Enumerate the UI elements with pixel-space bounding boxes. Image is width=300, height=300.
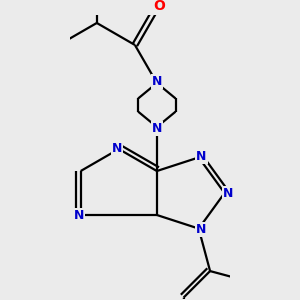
- Text: N: N: [74, 209, 84, 222]
- Text: N: N: [196, 150, 207, 163]
- Text: N: N: [152, 75, 162, 88]
- Text: N: N: [112, 142, 122, 154]
- Text: N: N: [152, 122, 162, 135]
- Text: O: O: [153, 0, 165, 13]
- Text: N: N: [223, 187, 233, 200]
- Text: N: N: [196, 223, 207, 236]
